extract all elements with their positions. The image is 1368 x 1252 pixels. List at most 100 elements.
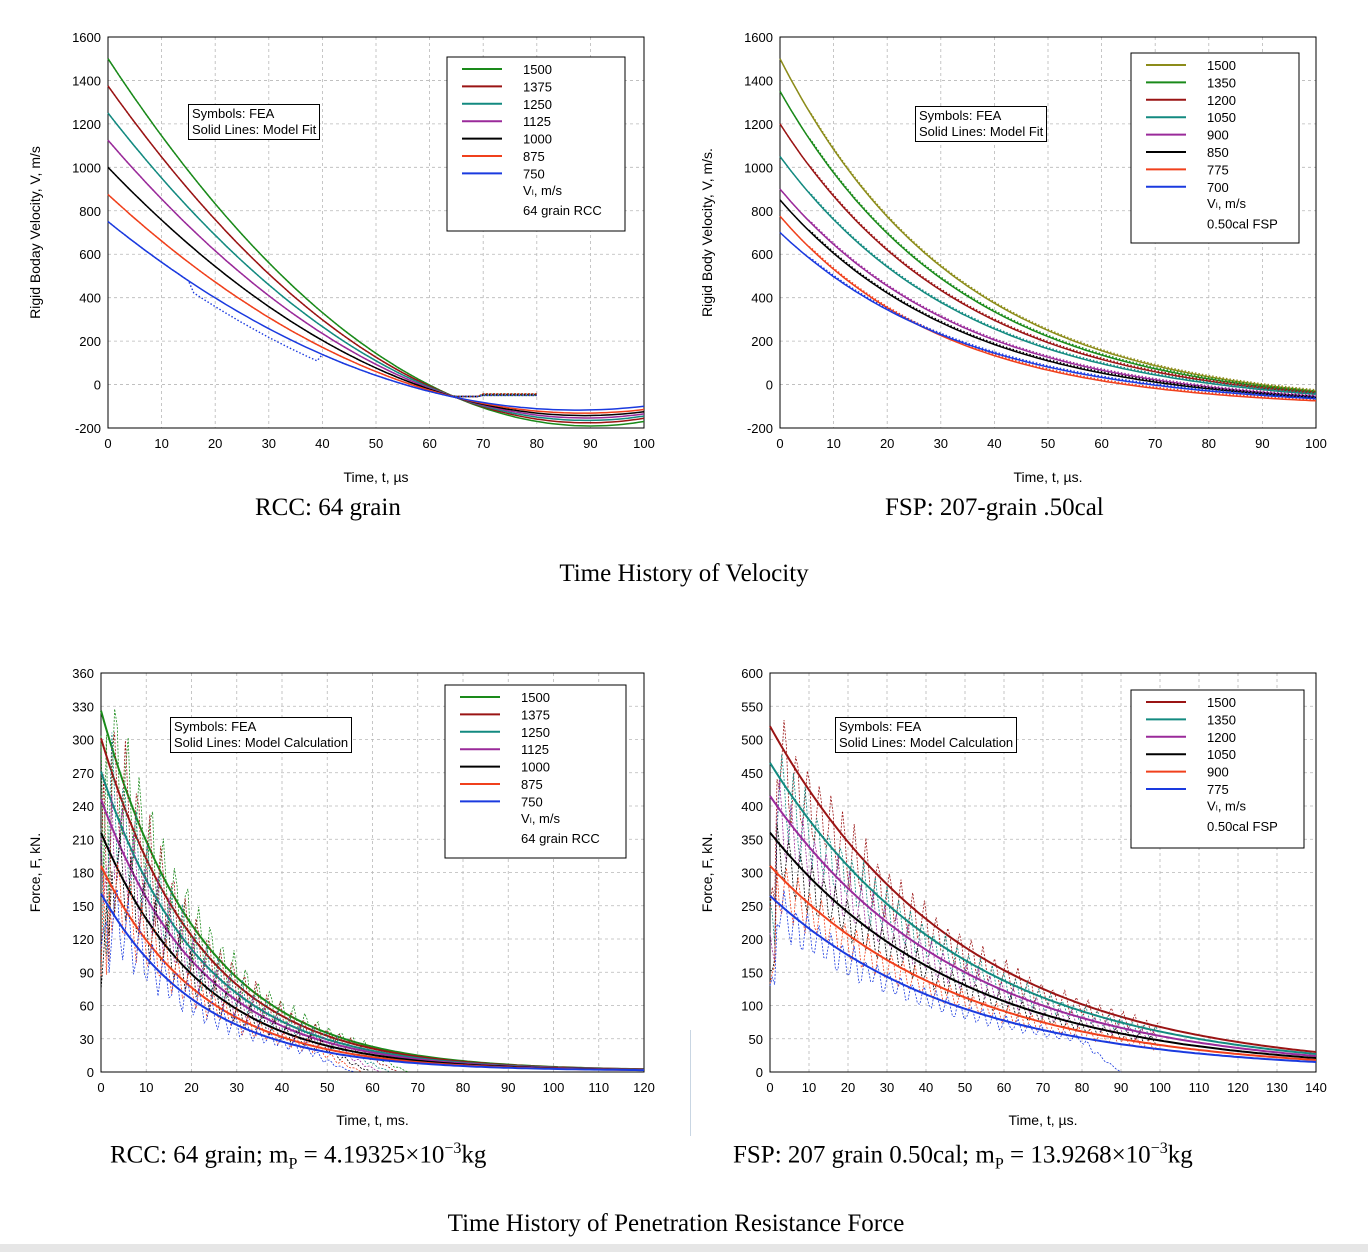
legend-label: 750	[521, 794, 543, 809]
x-tick-label: 70	[1036, 1080, 1050, 1095]
y-tick-label: 500	[741, 733, 763, 748]
x-tick-label: 90	[501, 1080, 515, 1095]
note-line: Symbols: FEA	[919, 108, 1002, 123]
caption-unit: kg	[1167, 1141, 1193, 1169]
model-line-1500	[769, 725, 1317, 1053]
x-tick-label: 70	[476, 436, 490, 451]
legend-label: 1500	[521, 690, 550, 705]
x-axis-label: Time, t, µs.	[1014, 469, 1083, 485]
note-line: Solid Lines: Model Calculation	[839, 735, 1014, 750]
caption-text: FSP: 207 grain 0.50cal; m	[733, 1141, 995, 1169]
x-tick-label: 60	[365, 1080, 379, 1095]
y-tick-label: 330	[72, 699, 94, 714]
x-tick-label: 40	[919, 1080, 933, 1095]
x-tick-label: 100	[633, 436, 655, 451]
fea-series-1500	[769, 719, 1159, 1036]
y-tick-label: 150	[72, 899, 94, 914]
x-tick-label: 100	[1149, 1080, 1171, 1095]
x-tick-label: 30	[934, 436, 948, 451]
caption-rcc-force: RCC: 64 grain; mP = 4.19325×10−3kg	[110, 1140, 486, 1173]
y-tick-label: 270	[72, 766, 94, 781]
legend-label: 750	[523, 166, 545, 181]
note-line: Symbols: FEA	[839, 719, 922, 734]
legend-label: 1050	[1207, 110, 1236, 125]
legend-label: 1000	[521, 760, 550, 775]
plot-frame	[100, 672, 645, 1073]
fea-series-700	[779, 232, 1317, 399]
y-tick-label: 150	[741, 965, 763, 980]
y-tick-label: 1600	[72, 30, 101, 45]
plot-frame	[769, 672, 1317, 1073]
y-tick-label: 1400	[72, 73, 101, 88]
fea-series-1350	[769, 754, 1159, 1039]
fea-series-1050	[770, 823, 1159, 1045]
y-axis-label: Force, F, kN.	[699, 833, 715, 912]
y-tick-label: 450	[741, 766, 763, 781]
x-tick-label: 50	[320, 1080, 334, 1095]
y-tick-label: 1200	[744, 117, 773, 132]
chart-rcc-velocity-svg: 0 10 20 30 40 50 60 70 80 90 100-20002004006008001…	[27, 30, 655, 485]
x-tick-label: 20	[880, 436, 894, 451]
y-tick-label: 300	[72, 733, 94, 748]
legend-box	[1130, 689, 1305, 849]
fea-series-1200	[779, 123, 1317, 393]
x-tick-label: 80	[1202, 436, 1216, 451]
y-tick-label: 1200	[72, 117, 101, 132]
y-axis-label: Rigid Boday Velocity, V, m/s	[27, 146, 43, 319]
fea-series-750	[100, 889, 354, 1072]
model-line-1350	[779, 90, 1317, 393]
x-tick-label: 0	[104, 436, 111, 451]
x-tick-label: 30	[230, 1080, 244, 1095]
fea-series-1375	[100, 732, 398, 1072]
model-line-1050	[779, 156, 1317, 396]
chart-fsp-velocity-svg: 0 10 20 30 40 50 60 70 80 90 100-20002004006008001…	[699, 30, 1327, 485]
model-line-1200	[779, 123, 1317, 394]
y-tick-label: 30	[80, 1032, 94, 1047]
y-tick-label: 200	[751, 334, 773, 349]
legend-label: 1500	[1207, 695, 1236, 710]
y-tick-label: 0	[94, 378, 101, 393]
y-tick-label: -200	[75, 421, 101, 436]
x-axis-label: Time, t, µs	[343, 469, 408, 485]
caption-text: = 13.9268×10	[1003, 1141, 1151, 1169]
caption-text: RCC: 64 grain; m	[110, 1141, 289, 1169]
note-line: Solid Lines: Model Calculation	[174, 735, 349, 750]
legend-label: 1350	[1207, 712, 1236, 727]
legend-box	[1130, 52, 1300, 244]
note-line: Symbols: FEA	[174, 719, 257, 734]
figure-title-force: Time History of Penetration Resistance F…	[447, 1210, 905, 1237]
legend-title: Vₗ, m/s	[521, 811, 560, 826]
x-tick-label: 140	[1305, 1080, 1327, 1095]
legend-label: 1500	[1207, 58, 1236, 73]
caption-rcc-velocity: RCC: 64 grain	[255, 494, 401, 521]
fea-series-1000	[107, 166, 537, 398]
x-tick-label: 30	[880, 1080, 894, 1095]
legend-label: 875	[523, 149, 545, 164]
y-tick-label: 210	[72, 832, 94, 847]
model-line-1050	[769, 831, 1317, 1059]
chart-rcc-force-svg: 0 10 20 30 40 50 60 70 80 90 100 110 120 0 30 60 90 120 15…	[27, 666, 655, 1128]
y-tick-label: 100	[741, 999, 763, 1014]
model-line-775	[769, 895, 1317, 1063]
legend-footer: 0.50cal FSP	[1207, 819, 1278, 834]
model-line-700	[779, 231, 1317, 400]
note-box-rcc-velocity: Symbols: FEA Solid Lines: Model Fit	[188, 104, 321, 140]
y-tick-label: 1000	[72, 160, 101, 175]
y-tick-label: 120	[72, 932, 94, 947]
x-tick-label: 70	[411, 1080, 425, 1095]
model-line-1200	[769, 795, 1317, 1057]
y-tick-label: 200	[741, 932, 763, 947]
x-tick-label: 20	[208, 436, 222, 451]
x-tick-label: 20	[841, 1080, 855, 1095]
fea-series-1125	[100, 794, 381, 1072]
legend-label: 1200	[1207, 93, 1236, 108]
fea-series-850	[779, 199, 1317, 397]
y-tick-label: 0	[87, 1065, 94, 1080]
x-tick-label: 100	[1305, 436, 1327, 451]
legend-label: 1050	[1207, 747, 1236, 762]
x-tick-label: 40	[315, 436, 329, 451]
model-line-900	[769, 865, 1317, 1061]
legend-label: 775	[1207, 162, 1229, 177]
legend-label: 1250	[521, 725, 550, 740]
y-tick-label: 300	[741, 866, 763, 881]
